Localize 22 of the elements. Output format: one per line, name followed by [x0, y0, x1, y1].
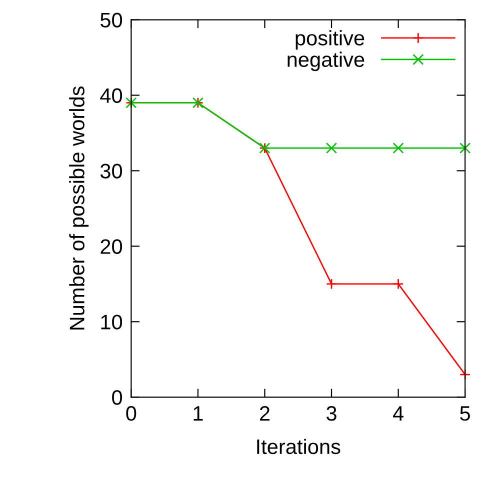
y-tick-label: 40: [100, 88, 122, 103]
legend-label: positive: [296, 30, 364, 50]
x-axis-title: Iterations: [257, 438, 340, 454]
y-tick-label: 20: [100, 239, 122, 254]
x-tick-label: 5: [460, 406, 470, 421]
y-axis-title: Number of possible worlds: [69, 86, 89, 330]
x-tick-label: 0: [126, 406, 136, 421]
x-tick-label: 1: [194, 406, 203, 421]
y-tick-label: 50: [100, 12, 122, 28]
x-tick-label: 4: [392, 406, 404, 421]
point: [326, 278, 338, 290]
x-tick-label: 3: [326, 406, 336, 421]
y-tick-label: 10: [101, 314, 122, 330]
point: [460, 368, 471, 380]
y-tick-label: 30: [100, 164, 122, 178]
x-tick-label: 2: [260, 406, 270, 421]
point: [392, 142, 404, 154]
point: [326, 142, 338, 154]
y-tick-label: 0: [112, 390, 122, 405]
legend-label: negative: [288, 52, 364, 72]
point: [392, 278, 404, 290]
point: [460, 142, 471, 154]
